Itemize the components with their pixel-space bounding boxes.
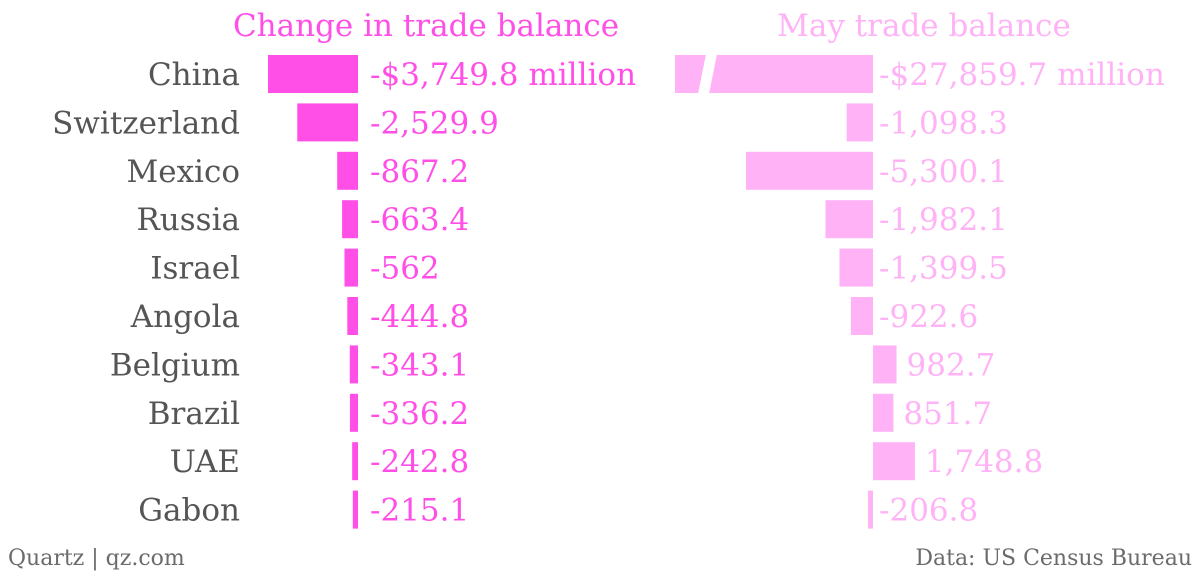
data-source: Data: US Census Bureau xyxy=(915,546,1192,571)
category-label: Switzerland xyxy=(52,105,240,141)
left-bar-russia xyxy=(342,200,358,239)
right-bar-switzerland xyxy=(846,103,873,142)
category-label: China xyxy=(148,57,240,93)
left-value-label: -$3,749.8 million xyxy=(370,57,636,93)
left-bar-israel xyxy=(344,248,358,287)
left-value-label: -343.1 xyxy=(370,347,469,383)
left-bar-belgium xyxy=(349,345,358,384)
right-value-label: -5,300.1 xyxy=(879,154,1008,190)
right-value-label: -922.6 xyxy=(879,299,978,335)
right-value-label: -1,399.5 xyxy=(879,251,1008,287)
left-value-label: -215.1 xyxy=(370,493,469,529)
right-bar-gabon xyxy=(868,490,873,529)
left-value-label: -663.4 xyxy=(370,202,469,238)
category-label: Mexico xyxy=(126,154,240,190)
category-label: Angola xyxy=(130,299,240,335)
right-value-label: 1,748.8 xyxy=(925,444,1043,480)
axis-break-mark xyxy=(698,54,717,94)
left-bar-mexico xyxy=(337,151,358,190)
left-bar-china xyxy=(268,55,358,93)
left-bar-gabon xyxy=(352,490,358,529)
left-value-label: -444.8 xyxy=(370,299,469,335)
category-label: Russia xyxy=(136,202,240,238)
right-bar-angola xyxy=(850,297,873,335)
left-value-label: -867.2 xyxy=(370,154,469,190)
left-value-label: -242.8 xyxy=(370,444,469,480)
left-chart-title: Change in trade balance xyxy=(233,8,619,44)
left-value-label: -336.2 xyxy=(370,396,469,432)
right-bar-israel xyxy=(839,248,873,287)
right-chart-title: May trade balance xyxy=(777,8,1071,44)
left-value-label: -562 xyxy=(370,251,440,287)
right-bar-brazil xyxy=(873,393,894,432)
category-label: UAE xyxy=(170,444,240,480)
right-value-label: -$27,859.7 million xyxy=(879,57,1165,93)
right-value-label: -206.8 xyxy=(879,493,978,529)
right-bar-uae xyxy=(873,442,915,481)
right-value-label: 982.7 xyxy=(907,347,996,383)
left-bar-switzerland xyxy=(297,103,358,142)
right-value-label: -1,982.1 xyxy=(879,202,1008,238)
category-label: Gabon xyxy=(138,493,240,529)
category-label: Brazil xyxy=(148,396,240,432)
category-label: Belgium xyxy=(110,347,240,383)
left-bar-angola xyxy=(347,297,358,335)
right-bar-russia xyxy=(825,200,873,239)
right-value-label: -1,098.3 xyxy=(879,105,1008,141)
right-bar-mexico xyxy=(746,151,873,190)
left-value-label: -2,529.9 xyxy=(370,105,499,141)
category-label: Israel xyxy=(150,251,240,287)
left-bar-brazil xyxy=(349,393,358,432)
right-value-label: 851.7 xyxy=(903,396,992,432)
source-credit: Quartz | qz.com xyxy=(8,546,185,571)
left-bar-uae xyxy=(352,442,358,481)
right-bar-belgium xyxy=(873,345,897,384)
